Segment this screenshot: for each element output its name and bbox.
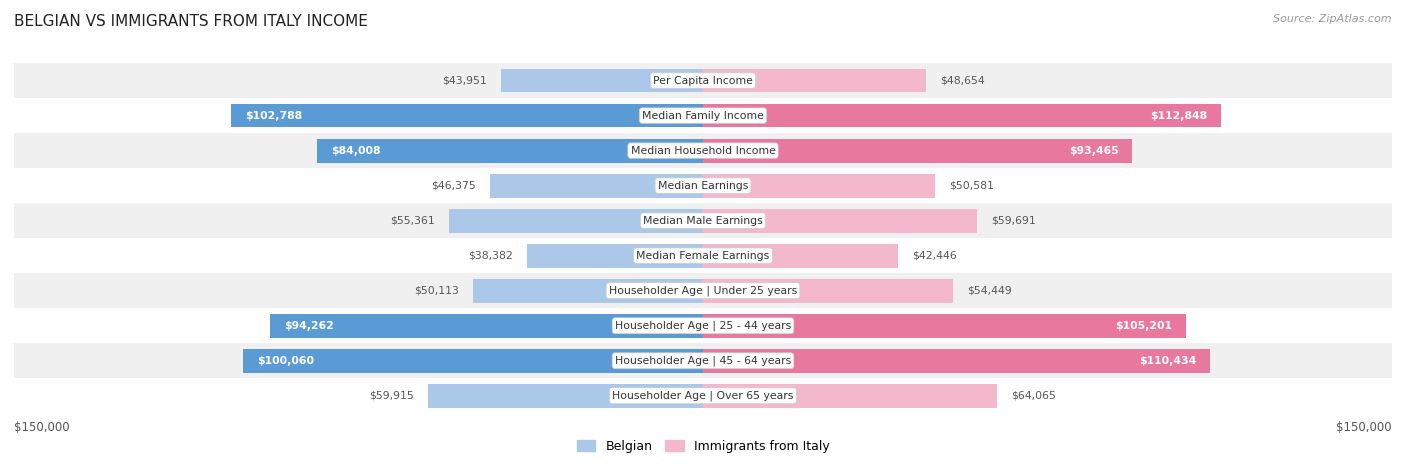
Bar [703, 279, 953, 303]
Bar [427, 384, 703, 408]
Text: $105,201: $105,201 [1115, 321, 1173, 331]
Bar [14, 98, 1392, 133]
Bar [703, 69, 927, 92]
Text: $43,951: $43,951 [443, 76, 488, 85]
Bar [501, 69, 703, 92]
Text: $48,654: $48,654 [941, 76, 986, 85]
Bar [472, 279, 703, 303]
Bar [703, 174, 935, 198]
Bar [449, 209, 703, 233]
Bar [491, 174, 703, 198]
Text: Source: ZipAtlas.com: Source: ZipAtlas.com [1274, 14, 1392, 24]
Text: $112,848: $112,848 [1150, 111, 1208, 120]
Text: Median Family Income: Median Family Income [643, 111, 763, 120]
Text: $59,915: $59,915 [370, 391, 413, 401]
Bar [703, 349, 1211, 373]
Text: Median Female Earnings: Median Female Earnings [637, 251, 769, 261]
Text: Per Capita Income: Per Capita Income [652, 76, 754, 85]
Bar [703, 384, 997, 408]
Text: $110,434: $110,434 [1139, 356, 1197, 366]
Bar [14, 168, 1392, 203]
Text: $46,375: $46,375 [432, 181, 477, 191]
Text: $150,000: $150,000 [1336, 421, 1392, 434]
Text: $84,008: $84,008 [330, 146, 381, 156]
Text: Householder Age | 25 - 44 years: Householder Age | 25 - 44 years [614, 320, 792, 331]
Bar [703, 314, 1187, 338]
Bar [14, 238, 1392, 273]
Text: BELGIAN VS IMMIGRANTS FROM ITALY INCOME: BELGIAN VS IMMIGRANTS FROM ITALY INCOME [14, 14, 368, 29]
Text: $64,065: $64,065 [1011, 391, 1056, 401]
Text: $100,060: $100,060 [257, 356, 314, 366]
Text: $150,000: $150,000 [14, 421, 70, 434]
Text: $59,691: $59,691 [991, 216, 1036, 226]
Bar [703, 244, 898, 268]
Bar [14, 273, 1392, 308]
Bar [14, 378, 1392, 413]
Text: Householder Age | 45 - 64 years: Householder Age | 45 - 64 years [614, 355, 792, 366]
Bar [270, 314, 703, 338]
Bar [14, 203, 1392, 238]
Legend: Belgian, Immigrants from Italy: Belgian, Immigrants from Italy [572, 435, 834, 458]
Text: Median Earnings: Median Earnings [658, 181, 748, 191]
Text: Median Male Earnings: Median Male Earnings [643, 216, 763, 226]
Text: $50,113: $50,113 [415, 286, 458, 296]
Bar [703, 209, 977, 233]
Bar [527, 244, 703, 268]
Bar [703, 104, 1222, 127]
Bar [318, 139, 703, 163]
Text: $38,382: $38,382 [468, 251, 513, 261]
Text: $50,581: $50,581 [949, 181, 994, 191]
Bar [14, 308, 1392, 343]
Text: Householder Age | Over 65 years: Householder Age | Over 65 years [612, 390, 794, 401]
Text: $94,262: $94,262 [284, 321, 333, 331]
Text: Householder Age | Under 25 years: Householder Age | Under 25 years [609, 285, 797, 296]
Bar [243, 349, 703, 373]
Text: $102,788: $102,788 [245, 111, 302, 120]
Text: $93,465: $93,465 [1069, 146, 1119, 156]
Text: $55,361: $55,361 [391, 216, 434, 226]
Bar [14, 63, 1392, 98]
Bar [231, 104, 703, 127]
Bar [14, 343, 1392, 378]
Bar [14, 133, 1392, 168]
Text: Median Household Income: Median Household Income [630, 146, 776, 156]
Bar [703, 139, 1132, 163]
Text: $54,449: $54,449 [967, 286, 1011, 296]
Text: $42,446: $42,446 [911, 251, 956, 261]
